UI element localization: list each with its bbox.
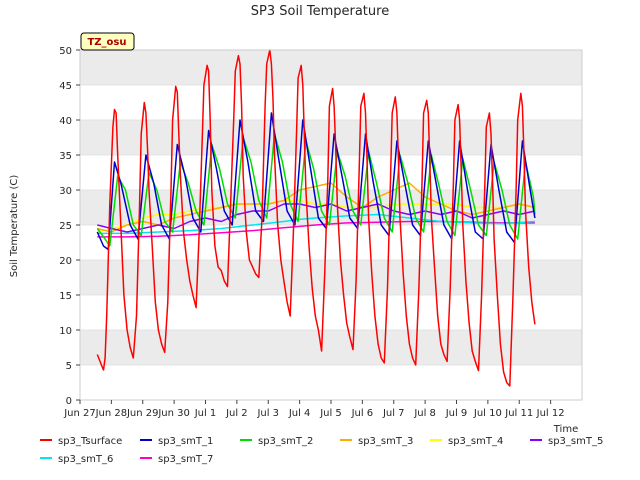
x-tick-label: Jul 4 [288, 408, 311, 419]
legend-item-sp3_smT_3: sp3_smT_3 [340, 436, 413, 447]
y-tick-label: 45 [59, 81, 72, 92]
legend: sp3_Tsurface sp3_smT_1 sp3_smT_2 sp3_smT_3 s… [40, 436, 603, 465]
x-tick-label: Jul 7 [382, 408, 405, 419]
y-tick-label: 40 [59, 116, 72, 127]
legend-label: sp3_smT_5 [548, 436, 603, 447]
y-tick-label: 30 [59, 186, 72, 197]
series-lines [96, 49, 536, 387]
y-tick-label: 50 [59, 46, 72, 57]
y-axis-ticks: 0 5 10 15 20 25 30 35 40 45 50 [59, 46, 80, 407]
x-tick-label: Jun 30 [157, 408, 190, 419]
x-tick-label: Jul 10 [473, 408, 502, 419]
legend-item-sp3_smT_6: sp3_smT_6 [40, 454, 113, 465]
y-tick-label: 35 [59, 151, 72, 162]
x-tick-label: Jun 29 [126, 408, 159, 419]
legend-item-sp3_smT_2: sp3_smT_2 [240, 436, 313, 447]
legend-label: sp3_smT_7 [158, 454, 213, 465]
x-tick-label: Jul 12 [536, 408, 565, 419]
legend-item-sp3_smT_4: sp3_smT_4 [430, 436, 503, 447]
plot-band [80, 260, 582, 295]
x-tick-label: Jun 28 [95, 408, 128, 419]
legend-label: sp3_smT_2 [258, 436, 313, 447]
plot-band [80, 225, 582, 260]
legend-item-sp3_smT_5: sp3_smT_5 [530, 436, 603, 447]
x-tick-label: Jul 6 [351, 408, 374, 419]
legend-label: sp3_smT_3 [358, 436, 413, 447]
x-tick-label: Jun 27 [63, 408, 96, 419]
legend-label: sp3_smT_4 [448, 436, 503, 447]
series-line-sp3_smT_1 [96, 112, 536, 251]
y-tick-label: 5 [66, 361, 72, 372]
x-tick-label: Jul 3 [256, 408, 279, 419]
legend-item-sp3_smT_7: sp3_smT_7 [140, 454, 213, 465]
legend-label: sp3_smT_6 [58, 454, 113, 465]
x-axis-ticks: Jun 27 Jun 28 Jun 29 Jun 30 Jul 1 Jul 2 Jul 3 J… [63, 400, 565, 419]
legend-item-sp3_smT_1: sp3_smT_1 [140, 436, 213, 447]
plot-band [80, 330, 582, 365]
plot-band [80, 50, 582, 85]
plot-band [80, 120, 582, 155]
x-axis-label: Time [553, 424, 578, 435]
x-tick-label: Jul 11 [504, 408, 533, 419]
y-tick-label: 25 [59, 221, 72, 232]
plot-band [80, 85, 582, 120]
tz-annotation-text: TZ_osu [87, 37, 126, 48]
legend-label: sp3_smT_1 [158, 436, 213, 447]
y-tick-label: 15 [59, 291, 72, 302]
plot-band [80, 365, 582, 400]
series-line-sp3_smT_2 [96, 133, 536, 247]
tz-annotation: TZ_osu [80, 32, 135, 51]
x-tick-label: Jul 1 [194, 408, 217, 419]
x-tick-label: Jul 2 [225, 408, 248, 419]
tz-annotation-box [80, 32, 135, 51]
y-tick-label: 0 [66, 396, 72, 407]
legend-label: sp3_Tsurface [58, 436, 122, 447]
x-tick-label: Jul 9 [445, 408, 468, 419]
series-line-sp3_Tsurface [96, 49, 536, 387]
y-tick-label: 10 [59, 326, 72, 337]
y-tick-label: 20 [59, 256, 72, 267]
x-tick-label: Jul 5 [319, 408, 342, 419]
y-axis-label: Soil Temperature (C) [9, 175, 20, 278]
chart-title: SP3 Soil Temperature [251, 4, 389, 19]
legend-item-sp3_Tsurface: sp3_Tsurface [40, 436, 122, 447]
x-tick-label: Jul 8 [413, 408, 436, 419]
